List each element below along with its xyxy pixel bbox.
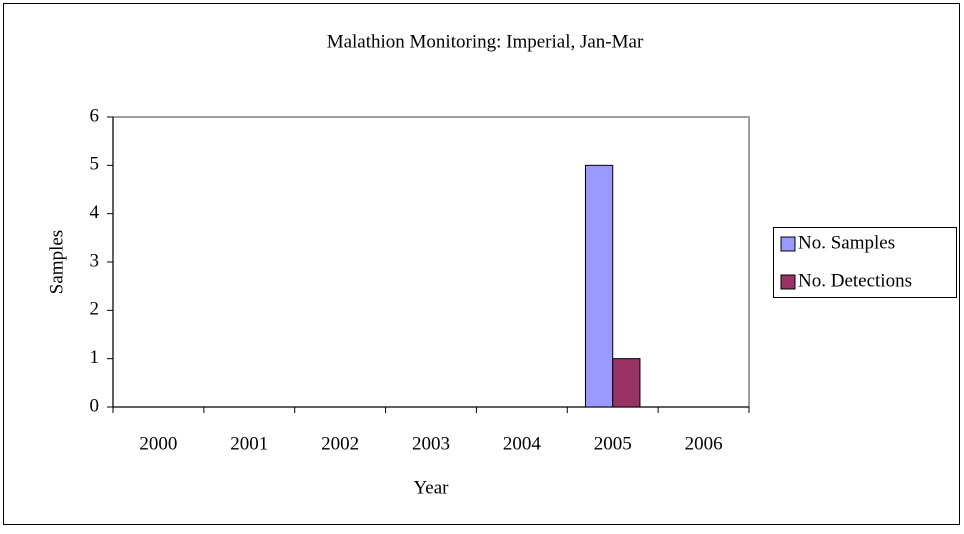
y-axis-label: Samples (46, 230, 67, 294)
legend-swatch (780, 274, 796, 290)
x-axis-label: Year (413, 477, 449, 498)
y-tick-label: 3 (90, 250, 100, 271)
x-tick-label: 2005 (594, 433, 632, 454)
legend-swatch (780, 236, 796, 252)
y-tick-label: 2 (90, 299, 100, 320)
plot-area (112, 116, 750, 408)
legend-box (773, 227, 957, 298)
y-tick-label: 4 (90, 202, 100, 223)
bar (584, 164, 614, 408)
x-tick-label: 2000 (139, 433, 177, 454)
y-tick-label: 6 (90, 105, 100, 126)
y-tick-label: 1 (90, 347, 100, 368)
chart-title: Malathion Monitoring: Imperial, Jan-Mar (327, 31, 644, 52)
y-tick-label: 5 (90, 154, 100, 175)
x-tick-label: 2002 (321, 433, 359, 454)
x-tick-label: 2003 (412, 433, 450, 454)
legend-label: No. Samples (798, 232, 895, 253)
x-tick-label: 2001 (230, 433, 268, 454)
legend-label: No. Detections (798, 270, 912, 291)
bar (612, 358, 641, 408)
y-tick-label: 0 (90, 395, 100, 416)
x-tick-label: 2006 (685, 433, 723, 454)
x-tick-label: 2004 (503, 433, 542, 454)
